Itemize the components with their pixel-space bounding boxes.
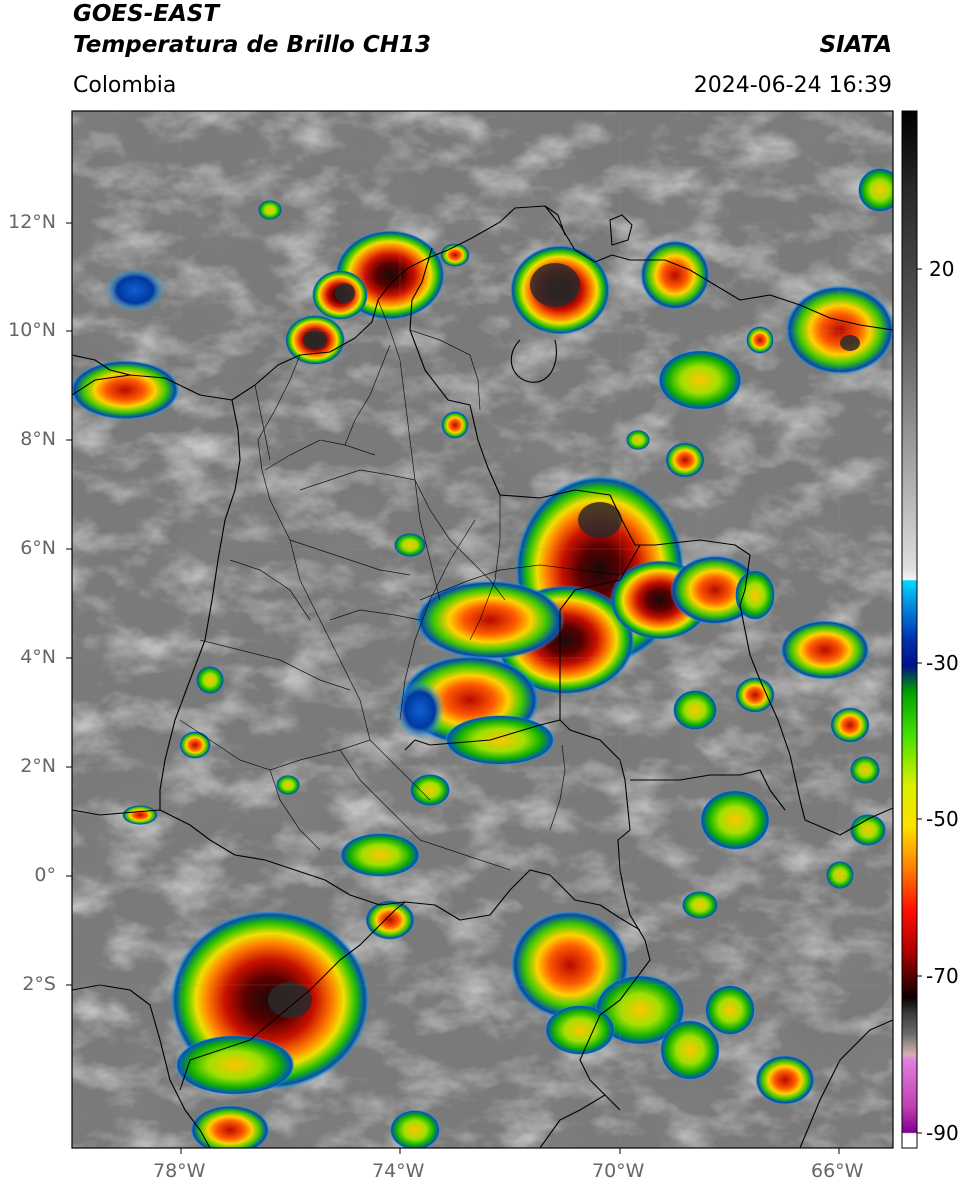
lat-label-4n: 4°N	[20, 646, 56, 668]
colorbar-label-m70: -70	[926, 964, 959, 988]
colorbar	[901, 110, 918, 1149]
lat-label-10n: 10°N	[8, 319, 56, 341]
department-borders	[179, 299, 621, 871]
convective-cells	[72, 168, 893, 1148]
colorbar-label-20: 20	[929, 257, 955, 281]
lat-label-8n: 8°N	[20, 428, 56, 450]
colorbar-label-m50: -50	[926, 807, 959, 831]
lat-label-2n: 2°N	[20, 755, 56, 777]
region-label: Colombia	[73, 73, 177, 98]
lat-label-12n: 12°N	[8, 211, 56, 233]
source-label: SIATA	[819, 32, 892, 58]
colorbar-label-m30: -30	[926, 651, 959, 675]
lat-label-0: 0°	[34, 864, 56, 886]
overshooting-tops	[268, 263, 860, 1018]
lon-label-74w: 74°W	[372, 1160, 425, 1182]
lat-tick-marks	[66, 222, 72, 986]
colorbar-label-m90: -90	[926, 1121, 959, 1145]
lat-label-2s: 2°S	[22, 973, 56, 995]
lon-label-70w: 70°W	[592, 1160, 645, 1182]
map-frame	[71, 110, 894, 1149]
lon-label-78w: 78°W	[153, 1160, 206, 1182]
colorbar-tick-marks	[917, 268, 922, 1134]
lat-label-6n: 6°N	[20, 537, 56, 559]
lon-label-66w: 66°W	[811, 1160, 864, 1182]
datetime-label: 2024-06-24 16:39	[693, 73, 892, 98]
satellite-title: GOES-EAST	[73, 1, 220, 27]
lon-tick-marks	[180, 1148, 840, 1154]
gridlines	[72, 111, 893, 1148]
product-title: Temperatura de Brillo CH13	[73, 32, 431, 58]
